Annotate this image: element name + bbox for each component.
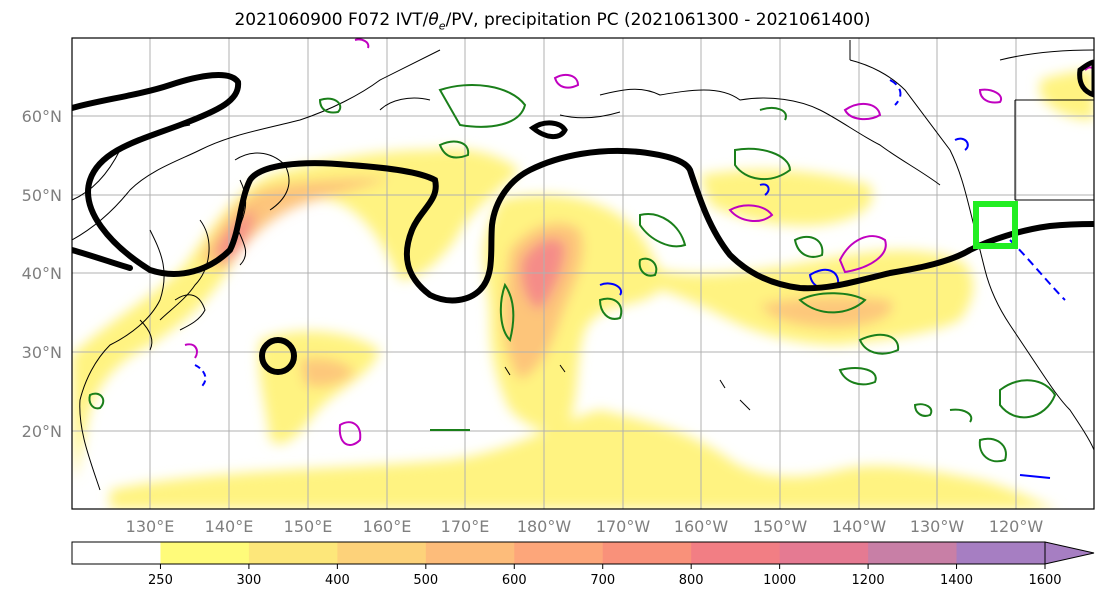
lon-label: 150°E [284, 517, 333, 536]
coastlines [72, 40, 1094, 491]
lat-label: 40°N [22, 264, 62, 283]
map-frame [71, 37, 1095, 510]
colorbar-cell [691, 542, 781, 564]
title-theta: θ [428, 10, 439, 30]
map-title: 2021060900 F072 IVT/θe/PV, precipitation… [0, 10, 1105, 32]
lon-label: 140°E [205, 517, 254, 536]
colorbar-cell [514, 542, 604, 564]
colorbar-cells [72, 542, 1046, 564]
lat-label: 30°N [22, 343, 62, 362]
colorbar-label: 500 [413, 573, 438, 588]
colorbar-label: 250 [148, 573, 173, 588]
colorbar-cell [160, 542, 250, 564]
colorbar-cell [248, 542, 338, 564]
theta-e-contours [88, 84, 1057, 463]
colorbar: 250 300 400 500 600 700 800 1000 1200 1400 1600 [71, 541, 1095, 588]
lat-label: 50°N [22, 186, 62, 205]
title-prefix: 2021060900 F072 IVT/ [234, 10, 429, 30]
lat-label: 60°N [22, 107, 62, 126]
colorbar-label: 1600 [1028, 573, 1061, 588]
colorbar-extend-arrow [1044, 541, 1095, 565]
colorbar-label: 1000 [763, 573, 796, 588]
colorbar-cell [868, 542, 958, 564]
target-region-box [973, 201, 1018, 249]
lon-label: 170°W [596, 517, 651, 536]
colorbar-label: 600 [502, 573, 527, 588]
colorbar-label: 1200 [852, 573, 885, 588]
lon-label: 130°W [910, 517, 965, 536]
latitude-labels: 60°N 50°N 40°N 30°N 20°N [22, 107, 62, 441]
lon-label: 160°W [674, 517, 729, 536]
colorbar-cell [779, 542, 869, 564]
colorbar-label: 1400 [940, 573, 973, 588]
longitude-labels: 130°E 140°E 150°E 160°E 170°E 180°W 170°… [126, 517, 1044, 536]
colorbar-cell [602, 542, 692, 564]
lon-label: 120°W [989, 517, 1044, 536]
colorbar-label: 700 [590, 573, 615, 588]
colorbar-label: 300 [236, 573, 261, 588]
colorbar-cell [72, 542, 161, 564]
lon-label: 150°W [753, 517, 808, 536]
lon-label: 170°E [441, 517, 490, 536]
colorbar-cell [956, 542, 1046, 564]
lon-label: 160°E [363, 517, 412, 536]
ivt-shading [72, 70, 1094, 509]
lon-label: 180°W [517, 517, 572, 536]
colorbar-frame [71, 541, 1046, 565]
colorbar-labels: 250 300 400 500 600 700 800 1000 1200 1400 1600 [148, 564, 1062, 588]
title-subscript: e [438, 19, 446, 33]
title-suffix: /PV, precipitation PC (2021061300 - 2021… [445, 10, 871, 30]
colorbar-cell [425, 542, 515, 564]
lat-label: 20°N [22, 422, 62, 441]
lon-label: 130°E [126, 517, 175, 536]
colorbar-label: 800 [679, 573, 704, 588]
lon-label: 140°W [832, 517, 887, 536]
magenta-contours [184, 38, 1094, 446]
colorbar-label: 400 [325, 573, 350, 588]
pv-contours [72, 59, 1094, 375]
colorbar-cell [337, 542, 427, 564]
